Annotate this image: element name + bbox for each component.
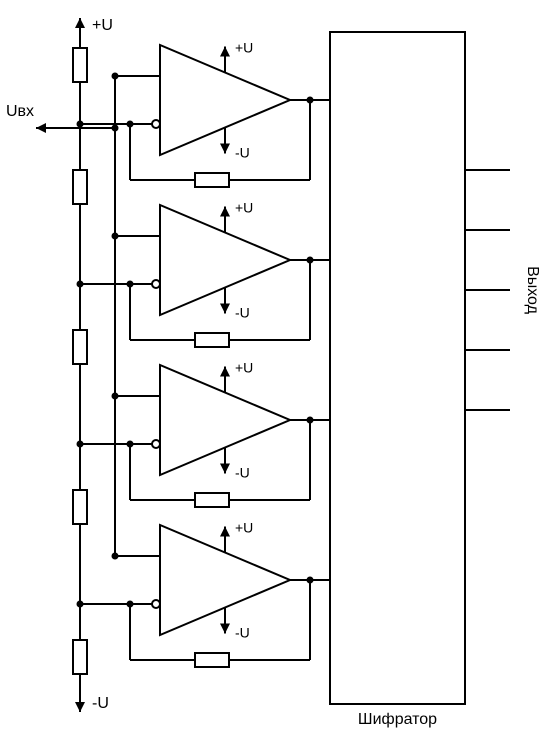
svg-text:-U: -U bbox=[92, 695, 109, 712]
svg-text:+U: +U bbox=[92, 17, 113, 34]
svg-text:Шифратор: Шифратор bbox=[358, 711, 437, 728]
svg-text:-U: -U bbox=[235, 145, 250, 161]
svg-text:-U: -U bbox=[235, 305, 250, 321]
svg-text:-U: -U bbox=[235, 625, 250, 641]
svg-text:Uвх: Uвх bbox=[6, 103, 34, 120]
svg-text:+U: +U bbox=[235, 200, 253, 216]
svg-text:+U: +U bbox=[235, 360, 253, 376]
svg-text:+U: +U bbox=[235, 520, 253, 536]
svg-text:Выход: Выход bbox=[524, 266, 541, 315]
svg-text:-U: -U bbox=[235, 465, 250, 481]
svg-text:+U: +U bbox=[235, 40, 253, 56]
